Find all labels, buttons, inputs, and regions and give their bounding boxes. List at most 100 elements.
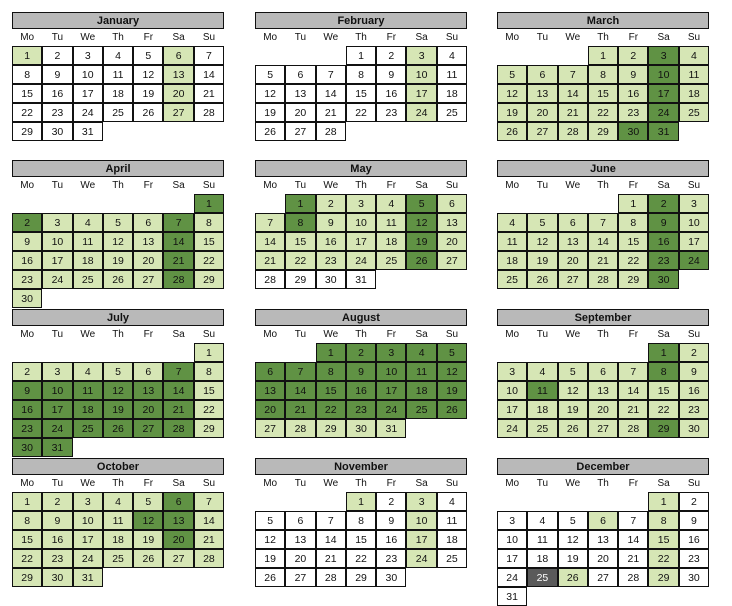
day-cell: 28 xyxy=(193,549,225,568)
day-cell: 29 xyxy=(193,270,225,289)
day-cell: 25 xyxy=(102,103,134,122)
weekday-header: Mo Tu We Th Fr Sa Su xyxy=(497,30,709,46)
day-cell: 30 xyxy=(42,122,73,141)
day-cell: 7 xyxy=(557,65,588,84)
day-cell: 22 xyxy=(12,549,43,568)
day-cell: 23 xyxy=(345,400,377,419)
day-cell: 20 xyxy=(557,251,588,270)
empty-cell xyxy=(255,194,285,213)
day-cell: 7 xyxy=(315,511,346,530)
weekday-label: Tu xyxy=(294,478,307,489)
weekday-label: Su xyxy=(445,180,459,191)
weekday-label: Th xyxy=(597,32,609,43)
day-cell: 17 xyxy=(42,400,73,419)
day-cell: 1 xyxy=(345,46,377,65)
day-cell: 31 xyxy=(42,438,73,457)
day-cell: 9 xyxy=(42,65,73,84)
day-cell: 24 xyxy=(497,568,528,587)
day-cell: 14 xyxy=(618,530,649,549)
day-cell: 31 xyxy=(72,122,103,141)
day-cell: 27 xyxy=(163,103,194,122)
weekday-label: Th xyxy=(112,329,124,340)
day-cell: 3 xyxy=(345,194,377,213)
day-cell: 29 xyxy=(315,419,346,438)
day-cell: 21 xyxy=(315,549,346,568)
day-cell: 23 xyxy=(12,419,43,438)
day-cell: 25 xyxy=(436,103,468,122)
day-cell: 11 xyxy=(436,65,468,84)
day-cell: 22 xyxy=(193,251,225,270)
weekday-header: Mo Tu We Th Fr Sa Su xyxy=(497,178,709,194)
day-grid: 1 2 3 4 5 6 7 8 9 10 11 12 13 14 15 16 17 18 19 20 21 22 23 24 2… xyxy=(12,343,225,457)
day-cell: 29 xyxy=(618,270,649,289)
day-cell: 13 xyxy=(557,232,588,251)
month-title: January xyxy=(12,12,224,29)
day-cell: 12 xyxy=(406,213,437,232)
day-cell: 16 xyxy=(42,530,73,549)
day-cell: 19 xyxy=(133,84,164,103)
weekday-header: Mo Tu We Th Fr Sa Su xyxy=(497,327,709,343)
day-cell: 18 xyxy=(72,251,103,270)
day-cell: 11 xyxy=(376,213,407,232)
day-cell: 9 xyxy=(678,511,710,530)
day-cell: 24 xyxy=(42,419,73,438)
day-cell: 11 xyxy=(527,530,558,549)
day-cell: 27 xyxy=(527,122,558,141)
day-cell: 24 xyxy=(42,270,73,289)
day-cell: 30 xyxy=(42,568,73,587)
weekday-label: We xyxy=(80,478,96,489)
weekday-header: Mo Tu We Th Fr Sa Su xyxy=(255,327,467,343)
day-cell: 22 xyxy=(648,549,679,568)
day-cell: 4 xyxy=(436,46,468,65)
day-cell: 30 xyxy=(678,419,710,438)
day-cell: 9 xyxy=(376,65,407,84)
day-cell: 17 xyxy=(376,381,407,400)
day-cell: 11 xyxy=(527,381,558,400)
day-grid: 1 2 3 4 5 6 7 8 9 10 11 12 13 14 15 16 17 18 19 20 21 22 23 24 2… xyxy=(255,343,468,438)
day-cell: 3 xyxy=(406,492,437,511)
day-cell: 28 xyxy=(618,568,649,587)
day-cell: 29 xyxy=(648,568,679,587)
empty-cell xyxy=(42,343,72,362)
day-cell: 12 xyxy=(557,530,588,549)
day-cell: 16 xyxy=(648,232,679,251)
empty-cell xyxy=(73,343,103,362)
day-cell: 23 xyxy=(12,270,43,289)
day-cell: 14 xyxy=(285,381,316,400)
day-cell: 19 xyxy=(102,251,134,270)
day-cell: 10 xyxy=(406,65,437,84)
day-cell: 18 xyxy=(527,400,558,419)
day-cell: 24 xyxy=(345,251,377,270)
day-cell: 21 xyxy=(163,251,194,270)
weekday-label: We xyxy=(565,32,581,43)
day-cell: 21 xyxy=(315,103,346,122)
day-cell: 25 xyxy=(527,568,558,587)
day-cell: 7 xyxy=(618,362,649,381)
empty-cell xyxy=(618,343,648,362)
day-cell: 1 xyxy=(12,46,43,65)
day-cell: 4 xyxy=(72,213,103,232)
day-cell: 9 xyxy=(315,213,346,232)
day-cell: 26 xyxy=(527,270,558,289)
weekday-label: Th xyxy=(597,180,609,191)
empty-cell xyxy=(133,343,163,362)
empty-cell xyxy=(497,343,527,362)
day-cell: 19 xyxy=(497,103,528,122)
day-cell: 4 xyxy=(102,46,134,65)
day-cell: 6 xyxy=(163,46,194,65)
day-cell: 13 xyxy=(163,65,194,84)
day-cell: 31 xyxy=(376,419,407,438)
day-cell: 25 xyxy=(102,549,134,568)
day-cell: 24 xyxy=(406,549,437,568)
day-cell: 24 xyxy=(406,103,437,122)
empty-cell xyxy=(42,194,72,213)
day-cell: 20 xyxy=(436,232,468,251)
weekday-label: Mo xyxy=(263,478,278,489)
day-cell: 24 xyxy=(376,400,407,419)
day-cell: 27 xyxy=(163,549,194,568)
day-cell: 8 xyxy=(315,362,346,381)
day-cell: 6 xyxy=(587,362,619,381)
weekday-label: We xyxy=(80,180,96,191)
day-cell: 12 xyxy=(436,362,468,381)
day-cell: 10 xyxy=(42,232,73,251)
